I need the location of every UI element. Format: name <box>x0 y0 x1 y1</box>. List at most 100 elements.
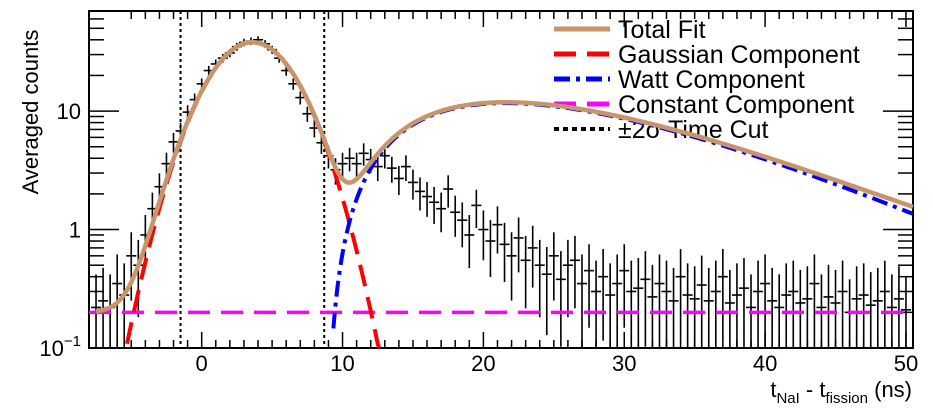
fit-curves <box>89 39 914 348</box>
data-point <box>415 177 426 211</box>
data-point <box>541 247 552 336</box>
plot-frame <box>88 10 914 349</box>
data-point <box>802 266 813 348</box>
data-point <box>767 267 778 348</box>
data-point <box>548 232 559 301</box>
plot-frame-layer <box>88 10 914 349</box>
data-point <box>513 217 524 273</box>
data-point <box>738 258 749 348</box>
x-axis-title: tNaI - tfission (ns) <box>770 377 912 407</box>
data-point <box>647 264 658 348</box>
data-point <box>555 251 566 347</box>
data-point <box>485 220 496 278</box>
gaussian-component-curve <box>127 42 385 348</box>
data-point <box>795 269 806 348</box>
y-tick-label: 10 <box>57 99 81 124</box>
data-point <box>675 249 686 341</box>
data-point <box>337 152 348 178</box>
y-tick-label-base: 10 <box>39 336 63 361</box>
legend-item: Constant Component <box>554 91 854 119</box>
data-point <box>436 192 447 233</box>
data-point <box>576 254 587 348</box>
x-axis-title-sub2: fission <box>825 390 868 407</box>
data-point <box>626 260 637 348</box>
data-point <box>717 249 728 341</box>
data-point <box>443 175 454 208</box>
data-point <box>429 187 440 225</box>
data-point <box>781 263 792 348</box>
legend-item: Gaussian Component <box>554 41 860 69</box>
data-point <box>295 91 306 105</box>
x-axis-title-mid: - t <box>800 377 826 402</box>
data-point <box>126 232 137 301</box>
data-point <box>633 258 644 348</box>
data-point <box>654 254 665 348</box>
x-tick-label: 30 <box>612 351 636 376</box>
data-point <box>689 266 700 348</box>
data-point <box>591 260 602 348</box>
data-point <box>464 215 475 269</box>
data-point <box>823 264 834 348</box>
data-point <box>605 263 616 348</box>
x-tick-label: 20 <box>471 351 495 376</box>
x-axis-title-unit: (ns) <box>868 377 912 402</box>
legend-label: Total Fit <box>618 16 706 44</box>
total-fit-curve <box>95 39 914 314</box>
data-point <box>837 260 848 348</box>
x-tick-label: 0 <box>196 351 208 376</box>
data-point <box>668 267 679 348</box>
data-point <box>760 254 771 348</box>
data-point <box>809 254 820 348</box>
legend-label: Watt Component <box>618 66 805 94</box>
data-point <box>696 255 707 348</box>
data-point <box>450 195 461 237</box>
data-point <box>422 181 433 217</box>
data-point <box>527 225 538 288</box>
data-point <box>386 156 397 183</box>
data-point <box>724 269 735 348</box>
y-axis-title: Averaged counts <box>18 30 43 195</box>
data-point <box>640 251 651 347</box>
data-point <box>520 235 531 309</box>
y-tick-label: 10−1 <box>39 333 81 361</box>
legend-item: Total Fit <box>554 16 706 44</box>
data-point <box>302 106 313 122</box>
data-point <box>788 260 799 348</box>
data-point <box>598 249 609 341</box>
data-point <box>893 266 904 348</box>
data-point <box>569 235 580 309</box>
x-tick-label: 50 <box>894 351 918 376</box>
data-point <box>506 232 517 301</box>
data-point <box>478 210 489 261</box>
data-point <box>562 239 573 318</box>
y-tick-label: 1 <box>69 218 81 243</box>
data-point <box>851 266 862 348</box>
data-point <box>865 272 876 348</box>
data-point <box>710 260 721 348</box>
legend-label: Gaussian Component <box>618 41 860 69</box>
data-point <box>471 189 482 228</box>
time-cut-lines <box>179 11 326 348</box>
data-point <box>372 155 383 181</box>
data-point <box>492 206 503 254</box>
data-point <box>407 169 418 200</box>
legend-item: Watt Component <box>554 66 805 94</box>
data-point <box>900 276 911 348</box>
data-point <box>774 274 785 348</box>
data-point <box>457 202 468 248</box>
x-tick-label: 10 <box>330 351 354 376</box>
data-point <box>168 132 179 153</box>
legend-item: ±2σ Time Cut <box>554 116 769 144</box>
data-point <box>872 267 883 348</box>
data-point <box>731 263 742 348</box>
data-point <box>351 152 362 178</box>
x-tick-label: 40 <box>753 351 777 376</box>
x-axis-title-sub1: NaI <box>776 390 799 407</box>
data-point <box>879 260 890 348</box>
data-point <box>584 244 595 328</box>
legend-label: Constant Component <box>618 91 854 119</box>
data-point <box>499 222 510 283</box>
data-point <box>612 254 623 348</box>
